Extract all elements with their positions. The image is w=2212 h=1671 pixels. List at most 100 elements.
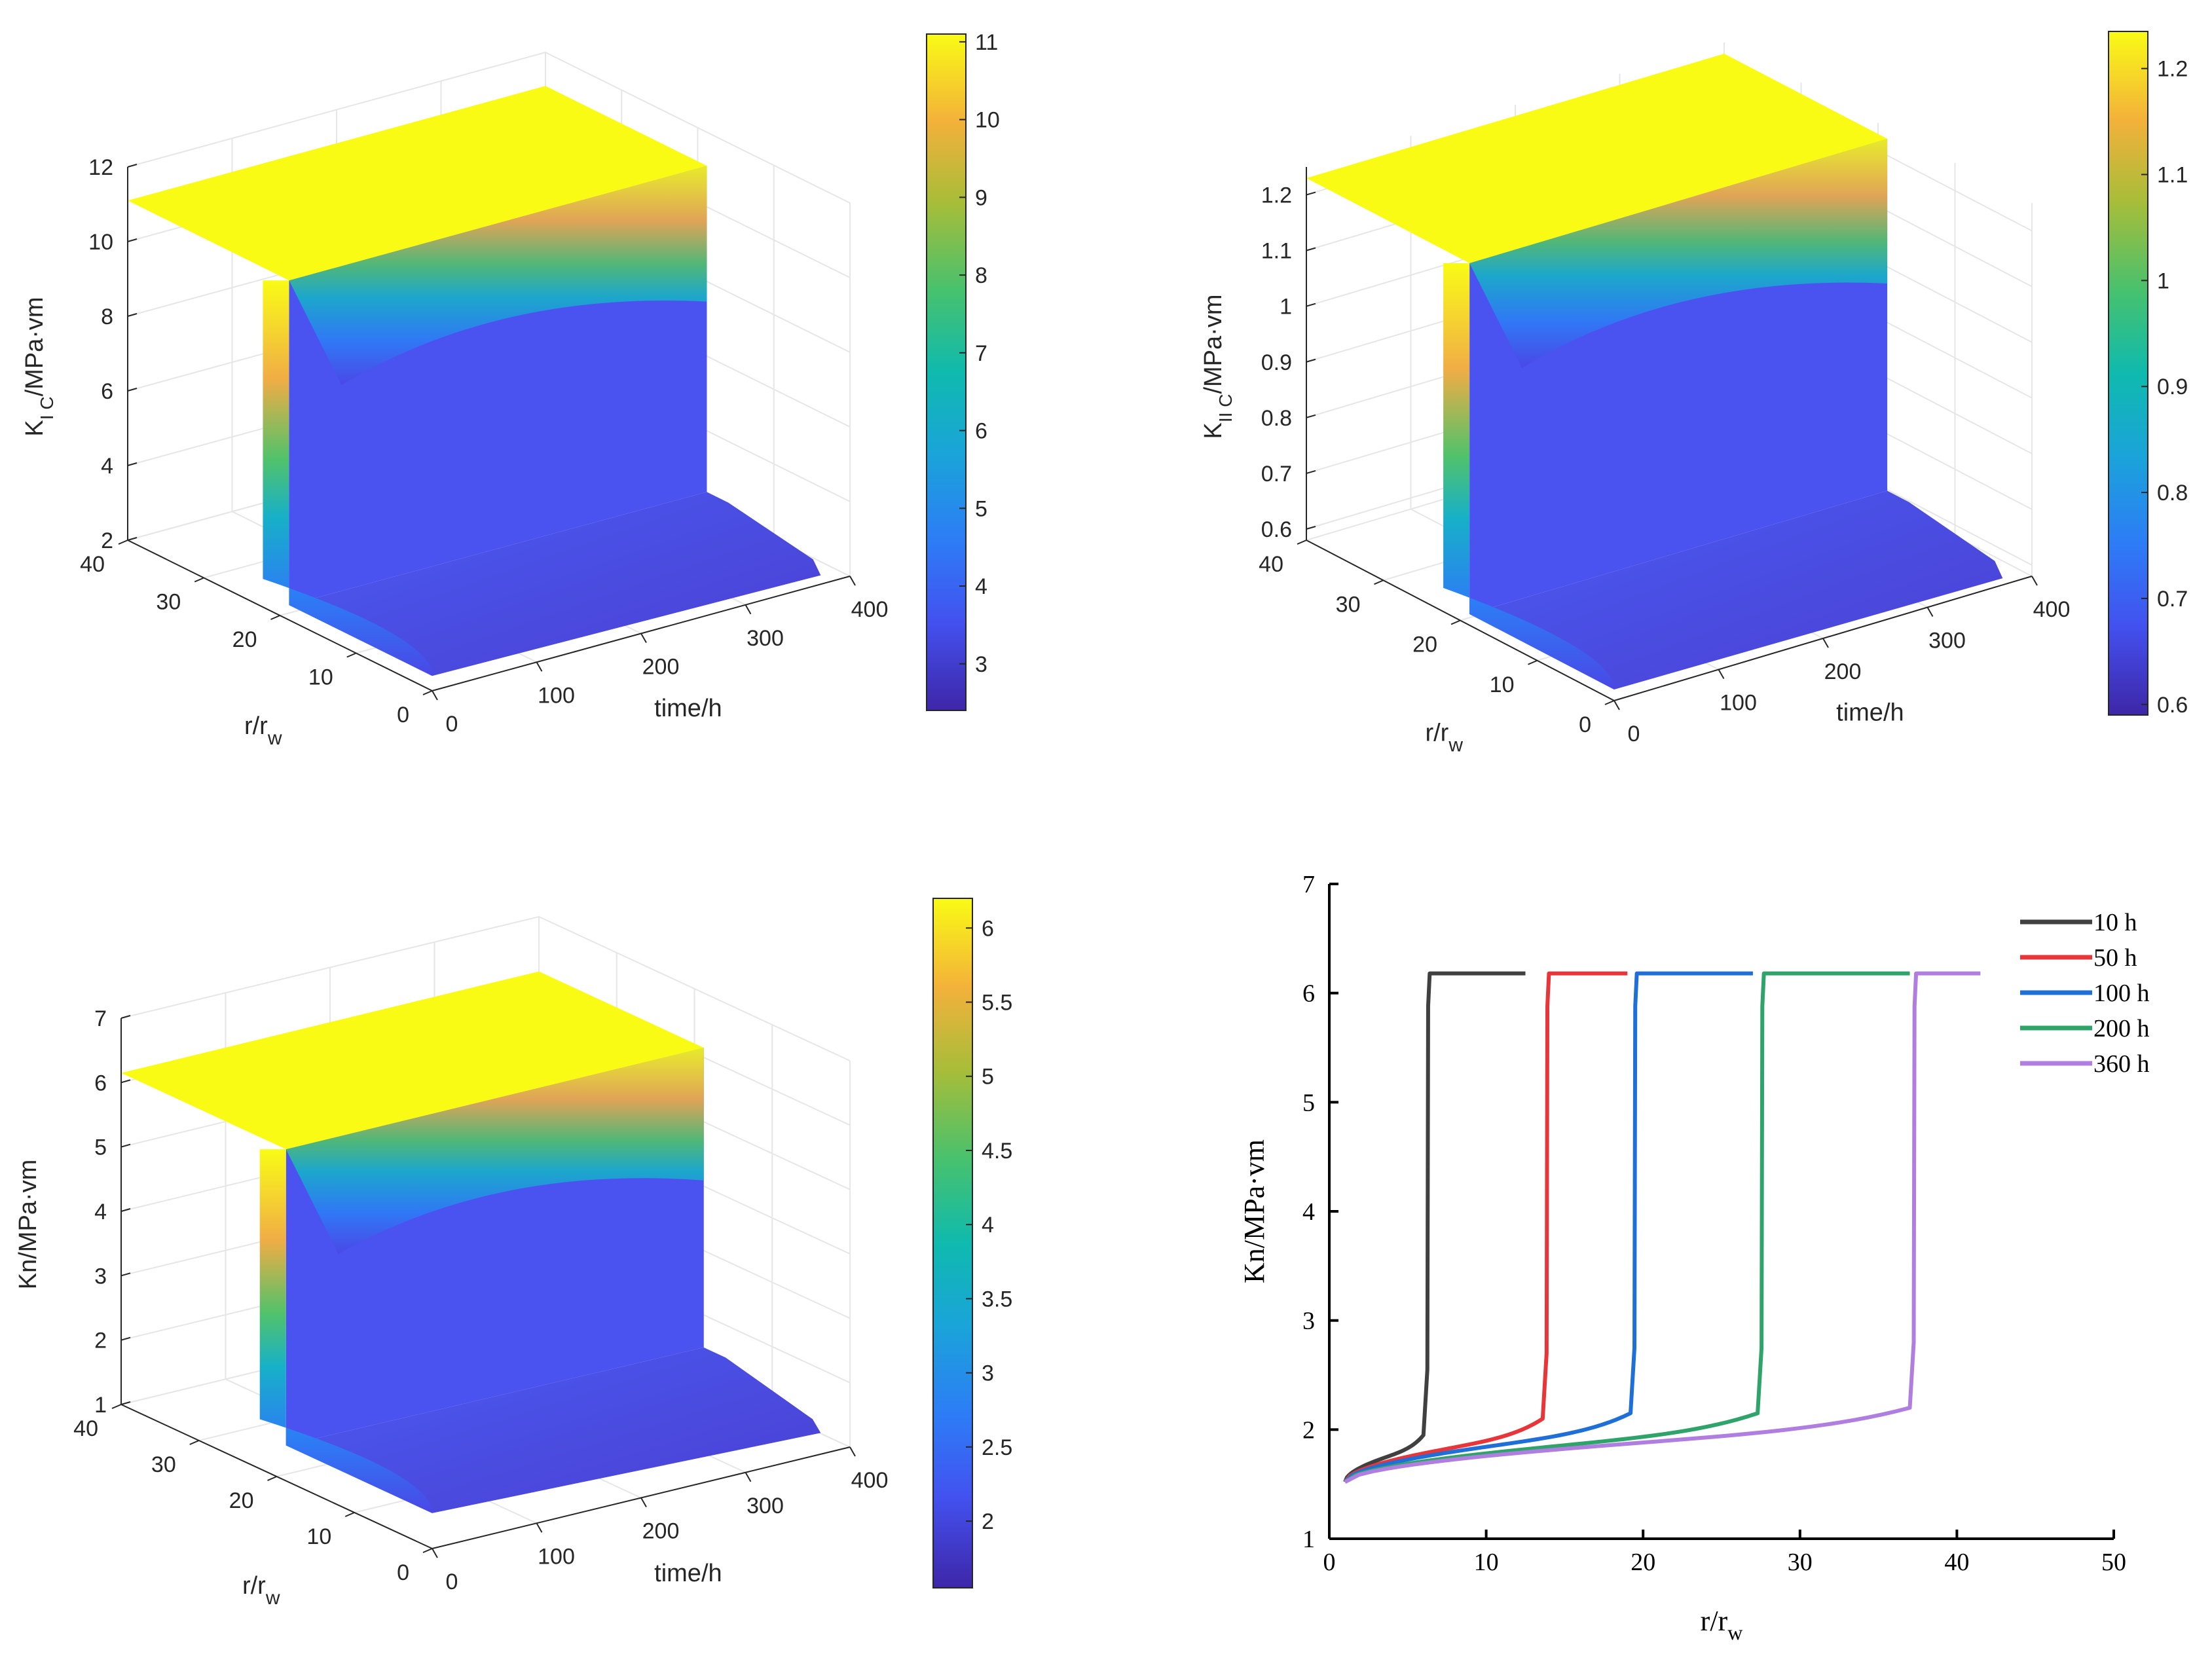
z-tick-label: 1	[1280, 295, 1292, 320]
colorbar-tick-label: 1.2	[2157, 57, 2188, 82]
z-axis-title: KII C/MPa·vm	[1200, 295, 1236, 439]
colorbar-tick-label: 5.5	[982, 991, 1012, 1016]
time-tick-label: 100	[538, 683, 575, 708]
z-tick-mark	[1306, 358, 1316, 363]
time-tick-mark	[1926, 607, 1934, 617]
r-tick-label: 20	[1412, 633, 1437, 657]
x-tick-label: 30	[1788, 1549, 1813, 1576]
r-tick-mark	[270, 615, 280, 620]
x-tick-label: 20	[1631, 1549, 1655, 1576]
z-tick-label: 0.9	[1261, 350, 1292, 375]
r-tick-mark	[1297, 540, 1307, 545]
surface-curved-gradient	[1469, 138, 1888, 368]
r-tick-label: 40	[80, 552, 105, 577]
z-tick-mark	[1306, 526, 1316, 530]
time-tick-mark	[640, 1497, 647, 1507]
colorbar-tick-label: 11	[975, 30, 998, 55]
time-axis-title: time/h	[654, 1560, 722, 1587]
colorbar-tick-label: 4	[982, 1213, 994, 1238]
time-tick-label: 300	[747, 1494, 784, 1518]
time-tick-mark	[2031, 576, 2038, 586]
z-tick-label: 2	[101, 528, 113, 553]
surface-transition-edge	[259, 1149, 432, 1513]
surface-high-plateau	[128, 86, 707, 281]
z-tick-mark	[1306, 191, 1316, 196]
time-tick-mark	[1822, 638, 1829, 648]
z-tick-mark	[1306, 469, 1316, 474]
colorbar-tick-label: 2	[982, 1509, 994, 1534]
z-tick-label: 0.8	[1261, 406, 1292, 431]
r-tick-label: 10	[1490, 672, 1515, 697]
surface-transition-edge	[263, 280, 432, 676]
r-tick-label: 10	[306, 1524, 331, 1549]
r-tick-mark	[118, 540, 128, 545]
z-tick-mark	[120, 1015, 131, 1019]
time-tick-mark	[849, 576, 856, 586]
legend-label: 100 h	[2093, 980, 2150, 1007]
z-tick-mark	[127, 238, 138, 242]
colorbar	[2108, 31, 2148, 716]
time-axis-title: time/h	[1836, 699, 1904, 727]
z-tick-mark	[120, 1272, 131, 1277]
r-axis-title: r/rw	[244, 712, 282, 749]
r-tick-mark	[189, 1440, 200, 1445]
z-tick-label: 1.2	[1261, 183, 1292, 208]
y-tick-label: 7	[1302, 871, 1315, 898]
colorbar-tick-label: 0.7	[2157, 587, 2188, 612]
colorbar	[926, 33, 967, 711]
colorbar-tick-label: 3	[982, 1361, 994, 1386]
series-line-1	[1343, 971, 1526, 1483]
z-tick-label: 12	[88, 155, 113, 180]
z-tick-label: 3	[94, 1264, 107, 1289]
z-tick-label: 6	[101, 379, 113, 404]
time-tick-label: 200	[1824, 659, 1862, 684]
surface-high-plateau	[1306, 54, 1888, 263]
time-tick-label: 200	[642, 1519, 680, 1544]
colorbar-tick-label: 5	[975, 496, 987, 521]
colorbar-tick-label: 2.5	[982, 1435, 1012, 1460]
colorbar-tick-label: 5	[982, 1065, 994, 1090]
time-tick-label: 400	[851, 1468, 889, 1493]
colorbar-tick-label: 0.8	[2157, 481, 2188, 505]
time-tick-label: 200	[642, 655, 680, 680]
time-tick-label: 100	[1720, 691, 1757, 716]
z-tick-label: 1	[94, 1393, 107, 1418]
x-tick-label: 10	[1474, 1549, 1499, 1576]
time-tick-label: 0	[446, 1570, 458, 1594]
surface-curved-gradient	[286, 1048, 704, 1255]
colorbar-tick-label: 3	[975, 652, 987, 677]
time-tick-label: 100	[538, 1544, 575, 1569]
surface-low-region	[289, 492, 821, 676]
r-tick-label: 10	[308, 665, 333, 690]
colorbar-tick-label: 0.6	[2157, 693, 2188, 718]
time-tick-mark	[1718, 669, 1725, 679]
r-tick-label: 20	[229, 1488, 254, 1513]
legend-label: 10 h	[2093, 909, 2137, 936]
r-tick-label: 30	[156, 590, 181, 615]
r-tick-label: 0	[1579, 712, 1591, 737]
r-tick-mark	[1528, 659, 1538, 665]
series-line-3	[1343, 971, 1753, 1484]
time-tick-mark	[849, 1446, 856, 1457]
r-tick-mark	[346, 652, 357, 658]
z-tick-mark	[120, 1079, 131, 1084]
r-tick-label: 40	[73, 1416, 98, 1441]
surface-panel-2: 0 100 200 300 400 0 10 20 30 40 0.6 0.7 0.8 0.9 1 1.1 1.…	[1200, 31, 2188, 756]
y-tick-label: 6	[1302, 980, 1315, 1008]
z-tick-label: 7	[94, 1006, 107, 1031]
time-tick-mark	[536, 1522, 543, 1533]
r-tick-label: 0	[397, 703, 409, 727]
line-chart-panel: 0 10 20 30 40 50 1 2 3 4 5 6 7 r/rw Kn/MPa·vm 10 h 50 h 1…	[1238, 871, 2150, 1644]
z-axis-title: Kn/MPa·vm	[14, 1160, 42, 1289]
x-tick-label: 0	[1323, 1549, 1336, 1576]
x-axis-title: r/rw	[1701, 1605, 1743, 1644]
time-tick-mark	[432, 1548, 438, 1558]
series-line-2	[1343, 971, 1628, 1484]
z-tick-label: 8	[101, 304, 113, 329]
r-tick-label: 20	[232, 627, 257, 652]
time-axis-title: time/h	[654, 695, 722, 722]
z-tick-mark	[120, 1401, 131, 1405]
colorbar-tick-label: 4	[975, 574, 987, 599]
surface-low-region	[1469, 490, 2003, 689]
